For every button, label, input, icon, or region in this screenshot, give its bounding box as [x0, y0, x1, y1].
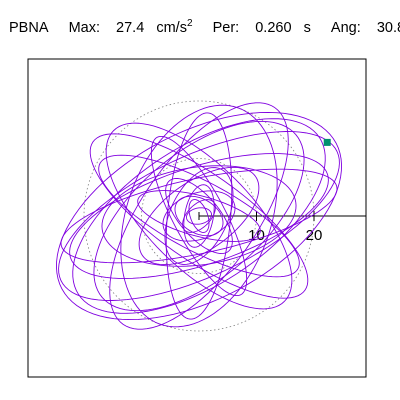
- orbit-trace: [162, 190, 236, 242]
- orbit-trace: [186, 207, 212, 225]
- period-unit: s: [303, 20, 311, 36]
- orbit-trace: [174, 195, 224, 237]
- orbit-trace: [120, 104, 278, 328]
- period-value: 0.260: [255, 20, 292, 36]
- orbit-trace: [69, 153, 329, 279]
- orbit-trace: [98, 154, 300, 278]
- orbit-trace: [89, 133, 309, 299]
- orbit-trace: [150, 135, 248, 297]
- orbit-trace: [188, 199, 210, 233]
- orbit-trace: [72, 118, 326, 314]
- plot-frame: [27, 58, 367, 378]
- orbit-trace: [165, 112, 233, 320]
- max-label: Max:: [68, 20, 100, 36]
- chart-title: PBNA Max: 27.4 cm/s2 Per: 0.260 s Ang: 3…: [9, 14, 400, 38]
- end-marker: [323, 138, 331, 146]
- orbit-trace: [56, 111, 342, 321]
- max-unit-exponent: 2: [186, 18, 193, 29]
- x-tick-label-20: 20: [306, 227, 323, 244]
- period-label: Per:: [212, 20, 240, 36]
- orbit-trace: [93, 120, 305, 312]
- orbit-trace: [182, 199, 216, 233]
- orbit-trace: [137, 190, 261, 242]
- orbit-trace: [60, 168, 338, 264]
- angle-value: 30.8: [376, 20, 400, 36]
- max-value: 27.4: [116, 20, 145, 36]
- orbit-trace: [101, 165, 297, 267]
- orbit-trace: [138, 166, 260, 266]
- orbit-trace: [164, 167, 234, 265]
- station-code: PBNA: [9, 20, 49, 36]
- orbit-trace: [105, 122, 293, 310]
- max-unit: cm/s: [156, 20, 187, 36]
- angle-label: Ang:: [330, 20, 361, 36]
- end-markers: [323, 138, 331, 146]
- orbit-traces: [56, 102, 342, 330]
- orbit-trace: [109, 102, 289, 330]
- orbit-trace: [58, 131, 340, 301]
